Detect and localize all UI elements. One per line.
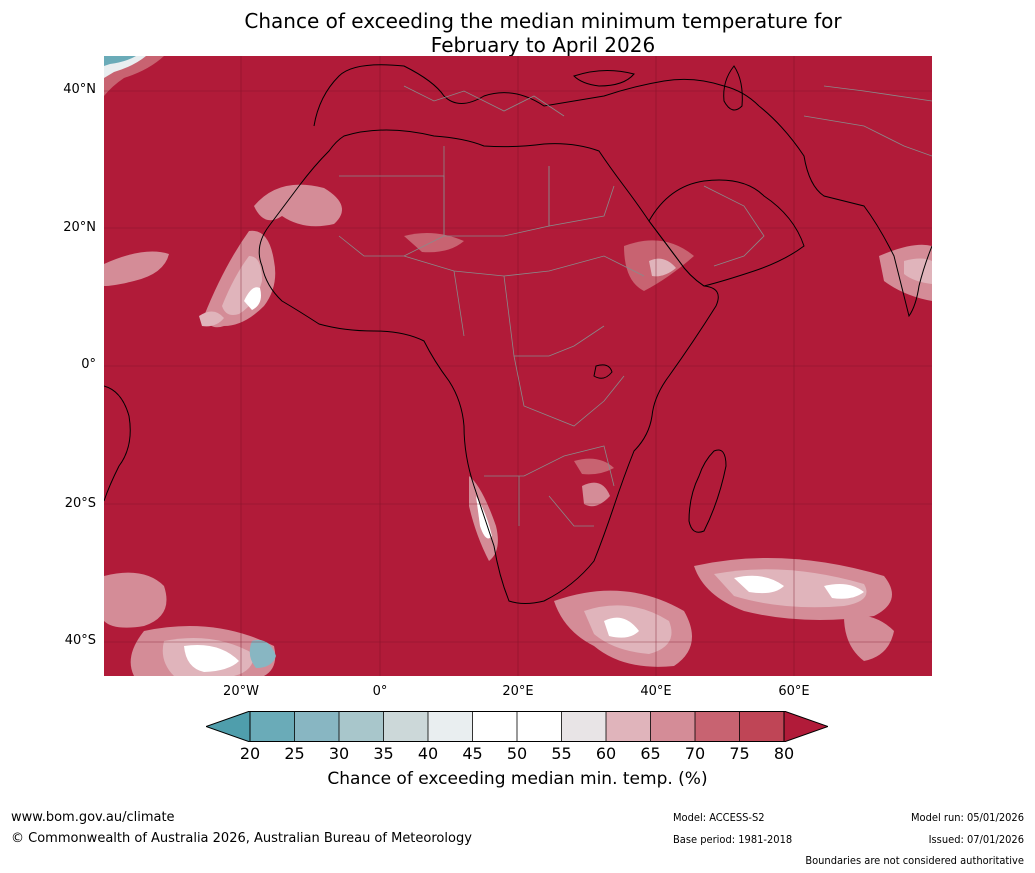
footer-model: Model: ACCESS-S2 — [673, 811, 765, 824]
contour-atlantic-5n — [199, 311, 224, 327]
caspian-coastline — [723, 65, 743, 111]
contour-s-indian-east-50b — [824, 584, 864, 599]
colorbar-title: Chance of exceeding median min. temp. (%… — [327, 769, 708, 789]
border-central-asia — [803, 85, 932, 157]
lat-label-0: 0° — [81, 357, 96, 372]
footer-model-run: Model run: 05/01/2026 — [911, 811, 1024, 824]
colorbar-tick: 30 — [328, 744, 350, 763]
arabia-coastline — [648, 179, 805, 287]
lake-victoria — [593, 364, 613, 379]
contour-s-atlantic-south-30 — [249, 640, 276, 668]
asia-coastline — [758, 105, 932, 318]
border-egypt-sudan — [548, 166, 615, 227]
lat-label-20n: 20°N — [63, 220, 96, 235]
contour-s-indian-west-50 — [604, 617, 639, 638]
colorbar-tick: 40 — [417, 744, 439, 763]
contour-s-indian-east-50 — [734, 575, 784, 594]
colorbar-arrow-high — [783, 711, 828, 742]
colorbar-tick: 25 — [284, 744, 305, 763]
colorbar-bin-60-65 — [606, 711, 651, 742]
colorbar-bin-25-30 — [294, 711, 339, 742]
colorbar-tick: 80 — [773, 744, 795, 763]
africa-coastline — [258, 129, 719, 604]
map-title-line-2: February to April 2026 — [430, 33, 656, 57]
colorbar-tick: 60 — [595, 744, 617, 763]
lat-label-40n: 40°N — [63, 82, 96, 97]
contour-nw-corner-20 — [104, 56, 136, 66]
colorbar-bin-75-80 — [739, 711, 784, 742]
lon-label-60e: 60°E — [778, 684, 810, 699]
coastlines — [104, 64, 932, 604]
border-drc — [513, 355, 625, 427]
border-west-africa — [338, 175, 445, 257]
colorbar-bin-35-40 — [383, 711, 428, 742]
colorbar-tick: 65 — [640, 744, 661, 763]
border-sahel — [403, 255, 645, 277]
lon-label-0: 0° — [372, 684, 388, 699]
colorbar-tick: 75 — [729, 744, 750, 763]
colorbar-bin-20-25 — [250, 711, 295, 742]
footer-base-period: Base period: 1981-2018 — [673, 833, 793, 846]
footer-issued: Issued: 07/01/2026 — [928, 833, 1024, 846]
border-central-africa — [453, 270, 605, 357]
border-arabia — [703, 185, 765, 267]
lon-label-20w: 20°W — [223, 684, 259, 699]
colorbar-bin-55-60 — [561, 711, 606, 742]
contour-zambia — [574, 458, 614, 475]
graticule — [104, 56, 932, 676]
lat-label-40s: 40°S — [64, 633, 96, 648]
colorbar-tick: 50 — [506, 744, 528, 763]
border-southern-africa — [484, 445, 615, 487]
contour-mozambique — [582, 482, 610, 507]
colorbar-dividers — [294, 711, 740, 742]
madagascar-coastline — [688, 449, 727, 533]
colorbar-bin-30-35 — [339, 711, 384, 742]
country-borders — [338, 85, 932, 527]
colorbar-tick: 20 — [239, 744, 261, 763]
contour-s-atlantic-south-50 — [184, 645, 239, 672]
colorbar — [206, 711, 828, 742]
colorbar-bin-45-50 — [472, 711, 517, 742]
border-europe — [403, 85, 565, 117]
colorbar-tick: 70 — [684, 744, 706, 763]
contour-sahara-west — [254, 184, 342, 227]
colorbar-tick: 55 — [551, 744, 572, 763]
lon-label-40e: 40°E — [640, 684, 672, 699]
lat-label-20s: 20°S — [64, 496, 96, 511]
map-title-line-1: Chance of exceeding the median minimum t… — [244, 9, 842, 33]
contour-west-africa-coast-50 — [244, 287, 261, 310]
footer-copyright: © Commonwealth of Australia 2026, Austra… — [11, 831, 472, 846]
colorbar-bin-70-75 — [695, 711, 740, 742]
footer-website-link[interactable]: www.bom.gov.au/climate — [11, 810, 175, 825]
contour-s-indian-south — [844, 615, 894, 661]
black-sea-coastline — [573, 70, 635, 87]
map-canvas — [104, 56, 932, 676]
colorbar-tick: 45 — [462, 744, 483, 763]
contour-sahel-central — [404, 232, 464, 253]
south-america-coastline — [104, 385, 131, 502]
border-botswana-sa — [518, 476, 594, 527]
lon-label-20e: 20°E — [502, 684, 534, 699]
colorbar-bin-65-70 — [650, 711, 695, 742]
contour-atlantic-15n — [104, 251, 169, 286]
colorbar-arrow-low — [206, 711, 251, 742]
contour-s-atlantic-west — [104, 572, 167, 628]
europe-coastline — [313, 64, 760, 127]
colorbar-tick: 35 — [373, 744, 394, 763]
colorbar-bin-50-55 — [517, 711, 562, 742]
footer-disclaimer: Boundaries are not considered authoritat… — [805, 854, 1024, 867]
probability-map — [104, 56, 932, 676]
colorbar-bin-40-45 — [428, 711, 473, 742]
